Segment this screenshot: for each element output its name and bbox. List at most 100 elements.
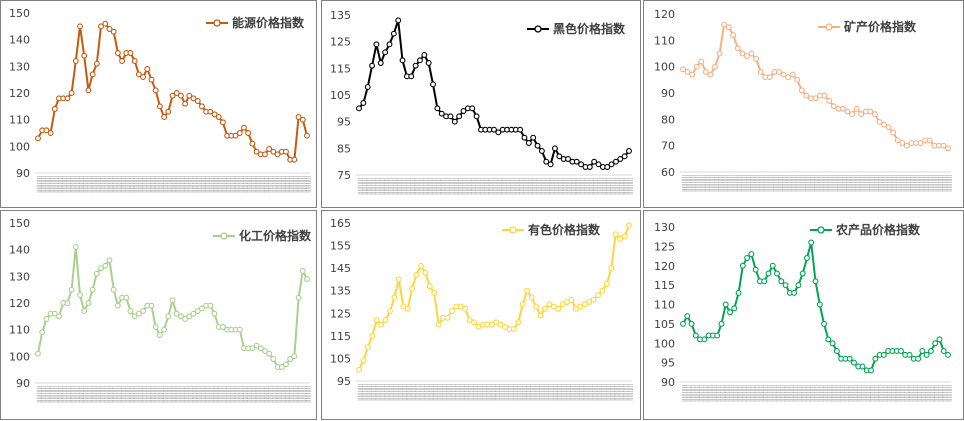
- data-point-energy-52: [253, 148, 260, 155]
- x-tick-label-ferrous-38: ||||||||||: [522, 178, 528, 195]
- data-point-nonferrous-0: [356, 366, 362, 373]
- data-point-mineral-48: [899, 140, 906, 146]
- x-tick-label-ferrous-58: ||||||||||: [610, 178, 616, 195]
- data-point-chemical-38: [194, 308, 201, 314]
- data-point-chemical-64: [304, 276, 310, 282]
- x-tick-label-nonferrous-0: ||||||||||: [357, 384, 363, 401]
- x-tick-label-energy-55: ||||||||||: [267, 176, 273, 193]
- data-point-agri-21: [769, 262, 776, 269]
- data-point-chemical-28: [152, 324, 159, 330]
- data-point-ferrous-41: [534, 142, 541, 149]
- data-point-energy-27: [148, 76, 155, 83]
- data-point-mineral-22: [780, 71, 787, 78]
- x-tick-label-chemical-59: ||||||||||: [284, 386, 290, 403]
- x-tick-label-agri-41: ||||||||||: [856, 385, 862, 402]
- legend-label-energy: 能源价格指数: [232, 15, 305, 30]
- x-tick-label-agri-5: ||||||||||: [702, 385, 708, 402]
- y-tick-label-ferrous-2: 95: [337, 116, 351, 129]
- data-point-ferrous-8: [390, 30, 397, 37]
- x-tick-label-energy-27: ||||||||||: [149, 176, 155, 193]
- x-tick-label-chemical-56: ||||||||||: [271, 386, 277, 403]
- y-tick-label-energy-6: 150: [9, 7, 30, 20]
- x-tick-label-chemical-62: ||||||||||: [297, 386, 303, 403]
- data-point-ferrous-38: [521, 134, 528, 141]
- data-point-mineral-33: [830, 103, 837, 110]
- x-tick-label-agri-26: ||||||||||: [792, 385, 798, 402]
- x-tick-label-energy-9: ||||||||||: [74, 176, 80, 193]
- x-tick-label-mineral-3: ||||||||||: [695, 175, 701, 192]
- data-point-nonferrous-44: [550, 303, 557, 310]
- data-point-agri-57: [923, 351, 930, 358]
- data-point-agri-20: [765, 270, 772, 277]
- y-tick-label-mineral-2: 80: [661, 113, 675, 126]
- data-point-mineral-21: [775, 68, 782, 75]
- y-tick-label-agri-8: 130: [654, 221, 675, 234]
- data-point-chemical-62: [295, 294, 302, 301]
- x-tick-label-nonferrous-4: ||||||||||: [375, 384, 381, 401]
- data-point-nonferrous-61: [626, 222, 632, 229]
- x-tick-label-mineral-48: ||||||||||: [900, 175, 906, 192]
- x-tick-label-agri-46: ||||||||||: [878, 385, 884, 402]
- x-tick-label-nonferrous-55: ||||||||||: [600, 384, 606, 401]
- data-point-agri-14: [739, 262, 746, 269]
- x-tick-label-ferrous-14: ||||||||||: [418, 178, 424, 195]
- data-point-mineral-29: [812, 95, 819, 102]
- x-tick-label-agri-29: ||||||||||: [805, 385, 811, 402]
- data-point-agri-56: [919, 348, 926, 354]
- data-point-mineral-43: [876, 119, 883, 125]
- x-tick-label-nonferrous-8: ||||||||||: [392, 384, 398, 401]
- data-point-energy-41: [207, 108, 214, 115]
- data-point-mineral-9: [721, 21, 728, 28]
- data-point-chemical-61: [291, 353, 298, 360]
- data-point-agri-61: [940, 348, 947, 354]
- data-point-nonferrous-43: [546, 301, 553, 308]
- data-point-ferrous-32: [495, 129, 502, 136]
- x-tick-label-mineral-28: ||||||||||: [809, 175, 815, 192]
- x-tick-label-mineral-17: ||||||||||: [759, 175, 765, 192]
- x-tick-label-nonferrous-18: ||||||||||: [437, 384, 443, 401]
- data-point-energy-64: [304, 132, 310, 139]
- x-tick-label-chemical-26: ||||||||||: [145, 386, 151, 403]
- data-point-energy-38: [194, 98, 201, 104]
- x-tick-label-ferrous-5: ||||||||||: [379, 178, 385, 195]
- x-tick-label-agri-48: ||||||||||: [886, 385, 892, 402]
- x-tick-label-agri-51: ||||||||||: [899, 385, 905, 402]
- data-point-chemical-37: [190, 310, 197, 317]
- data-point-nonferrous-55: [599, 287, 606, 294]
- data-point-chemical-24: [135, 310, 142, 317]
- x-tick-label-mineral-34: ||||||||||: [836, 175, 842, 192]
- data-point-ferrous-10: [399, 57, 406, 64]
- data-point-energy-3: [47, 130, 54, 136]
- data-point-mineral-27: [803, 92, 810, 99]
- x-tick-label-mineral-21: ||||||||||: [777, 175, 783, 192]
- data-point-nonferrous-33: [502, 323, 509, 330]
- data-point-energy-12: [85, 87, 92, 94]
- data-point-nonferrous-35: [510, 326, 517, 333]
- x-tick-label-ferrous-39: ||||||||||: [527, 178, 533, 195]
- data-point-mineral-0: [680, 66, 686, 73]
- x-tick-label-chemical-14: ||||||||||: [95, 386, 101, 403]
- data-point-chemical-44: [219, 324, 226, 330]
- x-tick-label-energy-31: ||||||||||: [166, 176, 172, 193]
- x-tick-label-chemical-40: ||||||||||: [204, 386, 210, 403]
- x-tick-label-nonferrous-27: ||||||||||: [477, 384, 483, 401]
- x-tick-label-mineral-29: ||||||||||: [814, 175, 820, 192]
- data-point-nonferrous-27: [475, 323, 482, 330]
- data-point-energy-16: [102, 20, 109, 27]
- x-tick-label-agri-57: ||||||||||: [925, 385, 931, 402]
- x-tick-label-mineral-41: ||||||||||: [868, 175, 874, 192]
- x-tick-label-energy-37: ||||||||||: [192, 176, 198, 193]
- x-tick-label-mineral-57: ||||||||||: [941, 175, 947, 192]
- x-tick-label-mineral-12: ||||||||||: [736, 175, 742, 192]
- data-point-nonferrous-42: [541, 305, 548, 312]
- x-tick-label-chemical-55: ||||||||||: [267, 386, 273, 403]
- x-tick-label-ferrous-13: ||||||||||: [414, 178, 420, 195]
- x-tick-label-energy-7: ||||||||||: [65, 176, 71, 193]
- data-point-nonferrous-48: [568, 296, 575, 303]
- data-point-chemical-12: [85, 300, 92, 306]
- x-tick-label-nonferrous-10: ||||||||||: [401, 384, 407, 401]
- x-tick-label-mineral-40: ||||||||||: [864, 175, 870, 192]
- data-point-ferrous-5: [377, 60, 384, 66]
- data-point-chemical-13: [89, 286, 96, 293]
- data-point-mineral-8: [716, 50, 723, 57]
